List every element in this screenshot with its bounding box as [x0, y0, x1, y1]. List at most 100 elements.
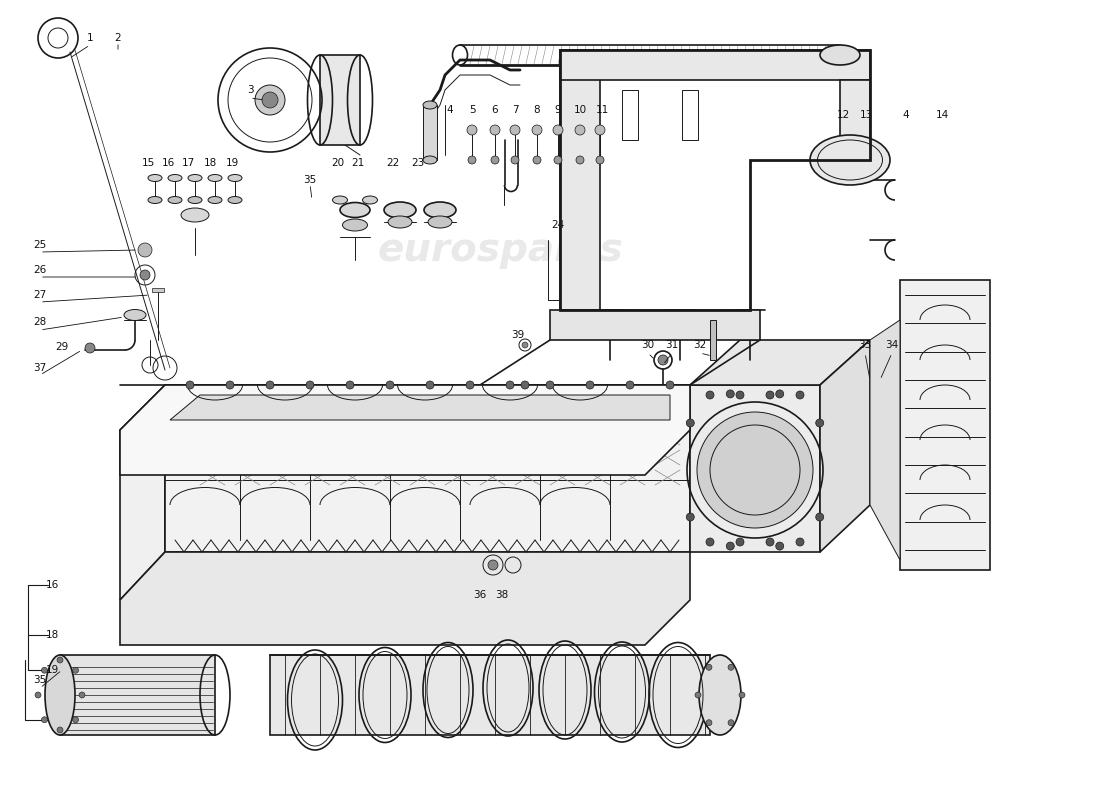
Circle shape [776, 542, 783, 550]
Ellipse shape [428, 216, 452, 228]
Ellipse shape [182, 208, 209, 222]
Circle shape [595, 125, 605, 135]
Ellipse shape [188, 197, 202, 203]
Polygon shape [120, 552, 690, 645]
Circle shape [186, 381, 194, 389]
Circle shape [426, 381, 434, 389]
Text: 17: 17 [182, 158, 195, 168]
Text: 26: 26 [33, 265, 46, 275]
Ellipse shape [698, 655, 741, 735]
Circle shape [736, 391, 744, 399]
Bar [424, 105, 437, 160]
Ellipse shape [820, 45, 860, 65]
Ellipse shape [168, 197, 182, 203]
Circle shape [506, 381, 514, 389]
Circle shape [739, 692, 745, 698]
Circle shape [521, 381, 529, 389]
Circle shape [57, 727, 63, 733]
Text: 13: 13 [859, 110, 872, 120]
Ellipse shape [424, 156, 437, 164]
Text: 1: 1 [87, 33, 94, 43]
Ellipse shape [384, 202, 416, 218]
Circle shape [73, 667, 78, 674]
Polygon shape [560, 50, 600, 310]
Polygon shape [840, 80, 870, 160]
Circle shape [766, 538, 774, 546]
Bar [682, 90, 698, 140]
Circle shape [490, 125, 500, 135]
Circle shape [35, 692, 41, 698]
Circle shape [686, 513, 694, 521]
Polygon shape [870, 320, 900, 560]
Circle shape [466, 381, 474, 389]
Circle shape [510, 125, 520, 135]
Circle shape [553, 125, 563, 135]
Ellipse shape [340, 202, 370, 218]
Bar [710, 320, 716, 360]
Ellipse shape [45, 655, 75, 735]
Circle shape [255, 85, 285, 115]
Circle shape [522, 342, 528, 348]
Polygon shape [900, 280, 990, 570]
Bar [621, 90, 638, 140]
Circle shape [468, 125, 477, 135]
Circle shape [79, 692, 85, 698]
Ellipse shape [168, 174, 182, 182]
Circle shape [73, 717, 78, 722]
Text: 18: 18 [45, 630, 58, 640]
Circle shape [796, 538, 804, 546]
Bar [270, 655, 710, 735]
Ellipse shape [388, 216, 412, 228]
Circle shape [796, 391, 804, 399]
Circle shape [554, 156, 562, 164]
Circle shape [816, 513, 824, 521]
Circle shape [468, 156, 476, 164]
Polygon shape [820, 340, 870, 552]
Text: 9: 9 [554, 105, 561, 115]
Circle shape [262, 92, 278, 108]
Circle shape [728, 720, 734, 726]
Text: 27: 27 [33, 290, 46, 300]
Text: 3: 3 [246, 85, 253, 95]
Text: 4: 4 [903, 110, 910, 120]
Text: 33: 33 [858, 340, 871, 350]
Text: 19: 19 [226, 158, 239, 168]
Ellipse shape [228, 197, 242, 203]
Circle shape [706, 664, 712, 670]
Circle shape [726, 390, 735, 398]
Bar [152, 288, 164, 292]
Ellipse shape [124, 310, 146, 321]
Circle shape [42, 717, 47, 722]
Text: 29: 29 [55, 342, 68, 352]
Circle shape [512, 156, 519, 164]
Circle shape [266, 381, 274, 389]
Circle shape [706, 720, 712, 726]
Ellipse shape [332, 196, 348, 204]
Ellipse shape [208, 197, 222, 203]
Circle shape [306, 381, 313, 389]
Circle shape [766, 391, 774, 399]
Circle shape [546, 381, 554, 389]
Circle shape [532, 125, 542, 135]
Text: 11: 11 [595, 105, 608, 115]
Ellipse shape [363, 196, 377, 204]
Ellipse shape [148, 197, 162, 203]
Text: eurospares: eurospares [377, 461, 623, 499]
Text: 25: 25 [33, 240, 46, 250]
Polygon shape [690, 385, 820, 552]
Text: 35: 35 [304, 175, 317, 185]
Circle shape [138, 243, 152, 257]
Text: 7: 7 [512, 105, 518, 115]
Text: 24: 24 [551, 220, 564, 230]
Polygon shape [120, 385, 690, 475]
Text: 19: 19 [45, 665, 58, 675]
Circle shape [658, 355, 668, 365]
Ellipse shape [148, 174, 162, 182]
Text: 37: 37 [33, 363, 46, 373]
Circle shape [346, 381, 354, 389]
Bar [60, 655, 215, 735]
Text: 36: 36 [473, 590, 486, 600]
Polygon shape [560, 50, 870, 80]
Text: 2: 2 [114, 33, 121, 43]
Ellipse shape [424, 202, 456, 218]
